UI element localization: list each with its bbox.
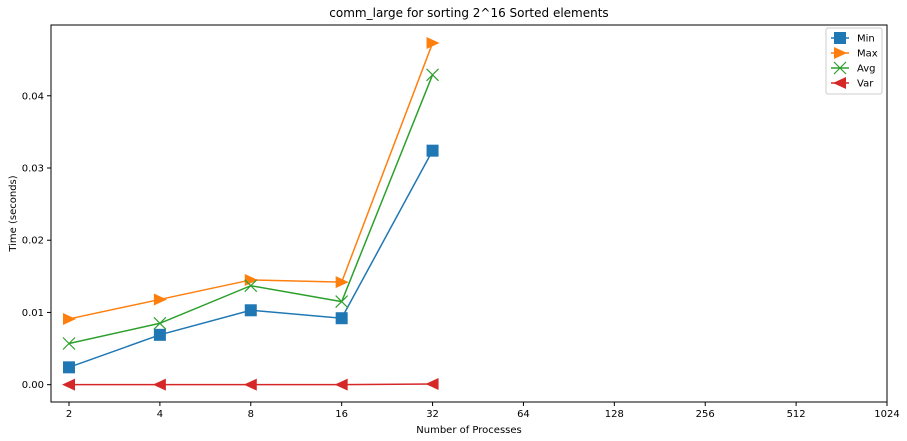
- y-tick-label: 0.04: [22, 91, 44, 102]
- plot-area: [50, 24, 888, 403]
- x-tick-label: 64: [517, 409, 530, 420]
- data-point-max: [335, 276, 349, 289]
- data-point-var: [62, 378, 75, 391]
- y-tick-label: 0.00: [22, 380, 44, 391]
- y-axis: 0.00 0.01 0.02 0.03 0.04: [22, 91, 51, 391]
- data-point-avg: [335, 295, 349, 309]
- x-tick-label: 8: [248, 409, 254, 420]
- legend-marker-var: [833, 77, 846, 89]
- legend-label: Var: [857, 79, 874, 90]
- legend-item-max: Max: [831, 47, 878, 60]
- legend-marker-avg: [833, 61, 847, 75]
- data-point-max: [63, 312, 76, 325]
- legend-box: [825, 27, 883, 95]
- data-point-min: [153, 328, 166, 341]
- x-axis-label: Number of Processes: [416, 425, 521, 436]
- legend-marker-min: [834, 32, 846, 44]
- legend-label: Min: [857, 34, 875, 45]
- x-axis: 2 4 8 16 32 64 128 256 512 1024: [66, 402, 900, 420]
- data-point-max: [153, 293, 167, 306]
- data-point-avg: [62, 337, 76, 350]
- data-point-avg: [244, 279, 258, 293]
- x-tick-label: 4: [157, 409, 163, 420]
- legend-item-min: Min: [831, 32, 875, 45]
- series-layer: [62, 37, 440, 391]
- x-tick-label: 16: [335, 409, 348, 420]
- x-tick-label: 2: [66, 409, 72, 420]
- x-tick-label: 128: [605, 409, 624, 420]
- series-line-avg: [68, 74, 434, 345]
- y-tick-label: 0.03: [22, 164, 44, 175]
- data-point-min: [63, 361, 75, 374]
- data-point-var: [425, 377, 439, 390]
- x-tick-label: 32: [426, 409, 439, 420]
- data-point-min: [335, 312, 348, 325]
- legend-label: Max: [857, 49, 878, 60]
- y-tick-label: 0.01: [22, 308, 44, 319]
- series-max: [63, 37, 440, 325]
- legend-label: Avg: [857, 64, 876, 75]
- legend-item-var: Var: [831, 77, 874, 90]
- series-line-min: [68, 150, 434, 369]
- data-point-max: [426, 37, 440, 50]
- data-point-avg: [426, 68, 439, 82]
- data-point-min: [244, 304, 257, 317]
- data-point-avg: [153, 316, 167, 330]
- data-point-var: [152, 378, 166, 391]
- data-point-var: [334, 378, 348, 391]
- legend-item-avg: Avg: [831, 61, 876, 75]
- series-min: [63, 144, 439, 374]
- y-axis-label: Time (seconds): [8, 175, 19, 252]
- data-point-min: [426, 144, 439, 157]
- chart-title: comm_large for sorting 2^16 Sorted eleme…: [329, 6, 608, 20]
- x-tick-label: 1024: [874, 409, 899, 420]
- data-point-var: [243, 378, 257, 391]
- series-avg: [62, 68, 439, 350]
- x-tick-label: 256: [696, 409, 715, 420]
- legend-marker-max: [834, 47, 847, 59]
- x-tick-label: 512: [787, 409, 806, 420]
- y-tick-label: 0.02: [22, 236, 44, 247]
- series-var: [62, 377, 439, 391]
- legend: Min Max Avg Var: [825, 27, 883, 95]
